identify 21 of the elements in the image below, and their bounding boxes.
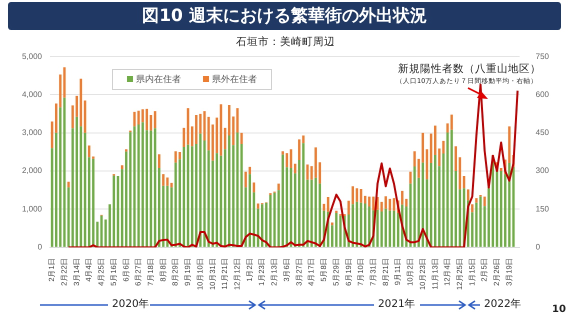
y-tick-label: 1,000 [22,204,43,214]
text: 10 [552,304,566,315]
y-tick-label: 2,000 [22,166,43,176]
y2-tick-label: 300 [536,166,550,176]
y2-tick-label: 0 [536,242,541,252]
y-tick-label: 3,000 [22,128,43,138]
text: 2022年 [484,297,522,311]
y2-tick-label: 450 [536,128,550,138]
text: 2021年 [378,297,416,311]
y-tick-label: 0 [38,242,43,252]
legend-label: 県内在住者 [135,74,182,86]
chart-title: 図10 週末における繁華街の外出状況 [8,2,561,30]
y2-tick-label: 150 [536,204,550,214]
text: 2020年 [112,297,150,311]
y-tick-label: 5,000 [22,52,43,61]
series-label: 新規陽性者数（八重山地区） [398,62,541,76]
y2-tick-label: 600 [536,90,550,99]
legend-label: 県外在住者 [211,74,258,86]
y2-tick-label: 750 [536,52,550,61]
y-tick-label: 4,000 [22,90,43,99]
chart-subtitle: 石垣市：美崎町周辺 [236,35,335,48]
